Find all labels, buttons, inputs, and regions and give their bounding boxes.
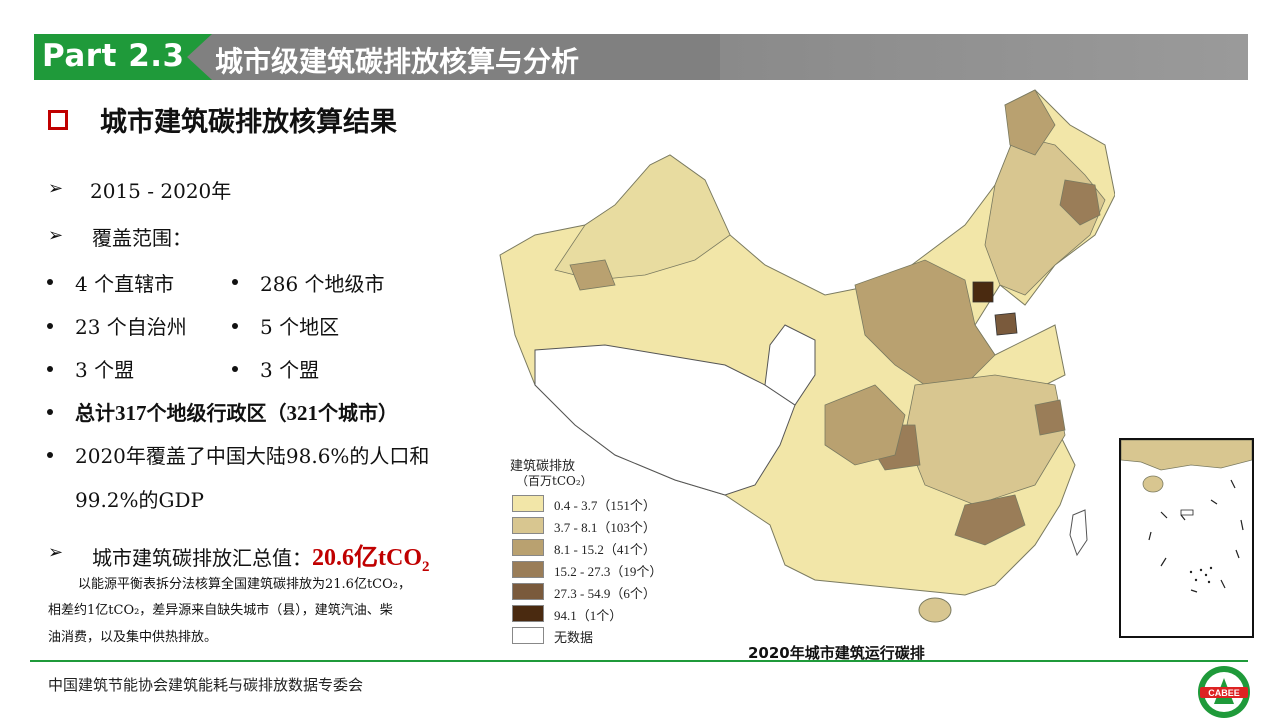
legend-swatch [512,561,544,578]
shanghai-region [1034,399,1066,436]
inset-mainland [1120,439,1253,471]
coverage-share-line2: 99.2%的GDP [75,488,205,512]
legend-title: 建筑碳排放 [510,459,576,474]
hainan-region [918,597,952,623]
coverage-share-line1: 2020年覆盖了中国大陆98.6%的人口和 [75,444,430,468]
arrow-bullet-icon: ➢ [48,542,64,563]
sichuan-region [824,384,906,466]
legend-item: 3.7 - 8.1（103个） [512,517,712,535]
coverage-item: 23 个自治州 [75,315,187,339]
inset-dash-line [1148,479,1244,593]
inset-map [1120,439,1253,593]
square-bullet-icon [48,110,68,130]
legend-swatch [512,495,544,512]
guangzhou-region [954,494,1026,546]
legend-swatch [512,627,544,644]
urumqi-region [569,259,616,291]
harbin-region [1059,179,1101,226]
south-china-sea-inset [1119,438,1254,638]
legend-swatch [512,605,544,622]
section-title: 城市建筑碳排放核算结果 [100,107,397,138]
summary-value: 20.6亿tCO2 [312,545,430,575]
coverage-heading: 覆盖范围： [92,226,192,250]
no-data-region [764,324,816,406]
note-line: 以能源平衡表拆分法核算全国建筑碳排放为21.6亿tCO₂， [78,577,411,592]
no-data-region [534,344,796,496]
inset-islands [1180,509,1194,516]
coverage-item: 3 个盟 [260,358,320,382]
coverage-item: 286 个地级市 [260,272,385,296]
header-bar-gradient [720,34,1248,80]
beijing-region [972,281,994,303]
inset-island-dot [1207,580,1211,584]
heilongjiang-north [1004,89,1056,156]
svg-text:CABEE: CABEE [1208,688,1240,698]
coverage-item: 4 个直辖市 [75,272,175,296]
coverage-item: 3 个盟 [75,358,135,382]
inset-island-dot [1189,570,1193,574]
legend-item: 无数据 [512,627,712,645]
legend-swatch [512,583,544,600]
inset-island-dot [1199,568,1203,572]
bullet-dot [47,452,53,458]
legend-item: 15.2 - 27.3（19个） [512,561,712,579]
summary-line: 城市建筑碳排放汇总值：20.6亿tCO2 [92,545,430,575]
note-line: 相差约1亿tCO₂，差异源来自缺失城市（县），建筑汽油、柴 [48,603,393,618]
inset-island-dot [1194,578,1198,582]
bullet-dot [232,323,238,329]
tianjin-region [994,312,1018,336]
bullet-dot [232,366,238,372]
slide-title: 城市级建筑碳排放核算与分析 [215,45,580,78]
legend-item: 0.4 - 3.7（151个） [512,495,712,513]
taiwan-region [1069,509,1088,557]
legend-item: 27.3 - 54.9（6个） [512,583,712,601]
coverage-item: 5 个地区 [260,315,340,339]
total-text: 总计317个地级行政区（321个城市） [75,401,398,425]
inset-hainan [1142,475,1164,493]
map-caption: 2020年城市建筑运行碳排 [748,644,925,662]
legend-unit: （百万tCO₂） [516,474,593,488]
inset-island-dot [1209,566,1213,570]
part-badge [34,34,212,80]
bullet-dot [232,279,238,285]
legend-swatch [512,517,544,534]
inset-island-dot [1204,573,1208,577]
legend-item: 8.1 - 15.2（41个） [512,539,712,557]
china-emission-map [499,89,1115,623]
arrow-bullet-icon: ➢ [48,178,64,199]
part-label: Part 2.3 [42,38,185,74]
footer-org: 中国建筑节能协会建筑能耗与碳排放数据专委会 [48,676,364,694]
north-china-region [854,259,996,386]
note-line: 油消费，以及集中供热排放。 [48,630,218,645]
legend-swatch [512,539,544,556]
cabee-logo-icon: CABEE [1198,666,1250,718]
arrow-bullet-icon: ➢ [48,225,64,246]
bullet-dot [47,366,53,372]
bullet-dot [47,323,53,329]
footer-divider [30,660,1248,662]
legend-item: 94.1（1个） [512,605,712,623]
bullet-dot [47,279,53,285]
bullet-dot [47,409,53,415]
years-text: 2015 - 2020年 [90,179,232,203]
